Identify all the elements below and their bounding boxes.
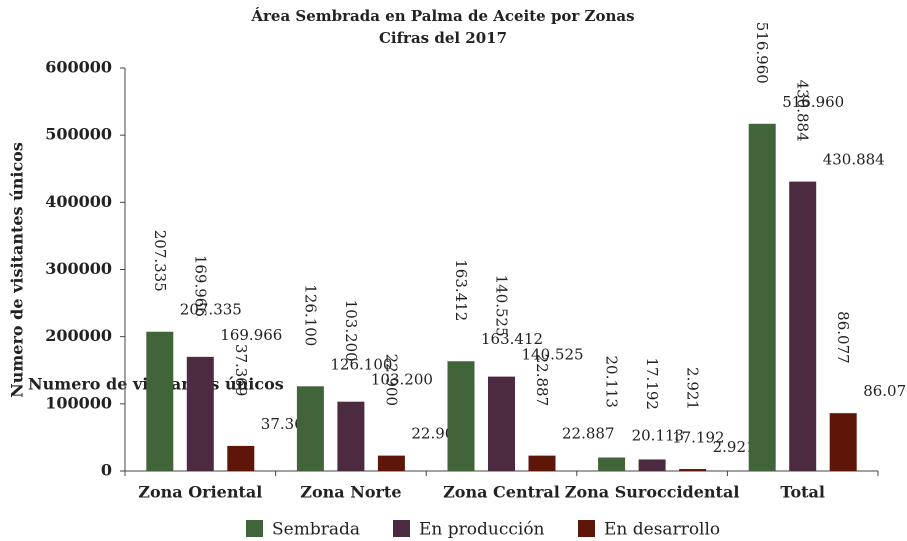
value-label: 22.887 — [562, 425, 615, 443]
bar — [829, 413, 857, 471]
x-tick-label: Zona Oriental — [138, 483, 262, 502]
y-tick-label: 300000 — [45, 259, 112, 278]
value-label: 163.412 — [481, 330, 543, 348]
value-label: 86.077 — [834, 311, 852, 364]
value-label: 17.192 — [643, 357, 661, 410]
value-label: 126.100 — [330, 355, 392, 373]
value-label: 140.525 — [493, 275, 511, 337]
value-label: 430.884 — [823, 151, 885, 169]
x-tick-label: Zona Suroccidental — [565, 483, 740, 502]
bar — [186, 356, 214, 471]
bar — [748, 123, 776, 471]
y-tick-label: 400000 — [45, 192, 112, 211]
legend-swatch — [393, 520, 410, 537]
chart-subtitle: Cifras del 2017 — [379, 29, 507, 47]
bar — [638, 459, 666, 471]
value-label: 20.113 — [603, 355, 621, 408]
value-label: 169.966 — [191, 255, 209, 317]
value-label: 516.960 — [753, 22, 771, 84]
legend-label: En producción — [419, 520, 545, 540]
value-label: 37.369 — [232, 344, 250, 397]
bar — [227, 445, 255, 471]
bar — [528, 455, 556, 471]
value-label: 2.921 — [684, 367, 702, 410]
bar — [337, 401, 365, 471]
legend-label: Sembrada — [272, 520, 360, 540]
y-axis-label: Numero de visitantes únicos — [8, 142, 27, 398]
bar — [488, 376, 515, 471]
value-label: 2.921 — [713, 438, 756, 456]
x-tick-label: Total — [780, 483, 825, 502]
value-label: 169.966 — [220, 326, 282, 344]
value-label: 207.335 — [151, 230, 169, 292]
y-tick-label: 600000 — [45, 58, 112, 77]
value-label: 207.335 — [180, 301, 242, 319]
bar — [377, 455, 405, 471]
value-label: 17.192 — [672, 428, 725, 446]
value-label: 163.412 — [452, 259, 470, 321]
legend-swatch — [246, 520, 263, 537]
x-tick-label: Zona Central — [443, 483, 560, 502]
value-label: 126.100 — [301, 284, 319, 346]
value-label: 20.113 — [632, 426, 685, 444]
value-label: 103.200 — [342, 300, 360, 362]
bar — [598, 457, 626, 471]
bar — [296, 386, 324, 471]
legend-label: En desarrollo — [604, 520, 720, 540]
y-tick-label: 100000 — [45, 393, 112, 412]
value-label: 22.887 — [533, 354, 551, 407]
bar — [679, 469, 707, 471]
value-label: 22.900 — [382, 354, 400, 407]
y-tick-label: 0 — [101, 461, 112, 480]
chart-title: Área Sembrada en Palma de Aceite por Zon… — [250, 7, 634, 25]
value-label: 516.960 — [782, 93, 844, 111]
value-label: 430.884 — [794, 80, 812, 142]
value-label: 86.077 — [863, 382, 907, 400]
value-label: 140.525 — [522, 346, 584, 364]
x-tick-label: Zona Norte — [300, 483, 401, 502]
legend-swatch — [578, 520, 595, 537]
bar — [447, 361, 475, 471]
bar — [789, 181, 817, 471]
value-label: 103.200 — [371, 371, 433, 389]
y-tick-label: 500000 — [45, 125, 112, 144]
y-tick-label: 200000 — [45, 326, 112, 345]
bar — [146, 331, 174, 471]
